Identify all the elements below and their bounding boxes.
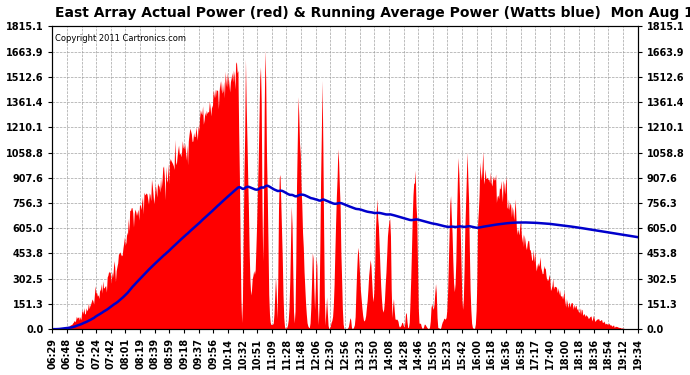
- Text: East Array Actual Power (red) & Running Average Power (Watts blue)  Mon Aug 15 1: East Array Actual Power (red) & Running …: [55, 6, 690, 20]
- Text: Copyright 2011 Cartronics.com: Copyright 2011 Cartronics.com: [55, 34, 186, 43]
